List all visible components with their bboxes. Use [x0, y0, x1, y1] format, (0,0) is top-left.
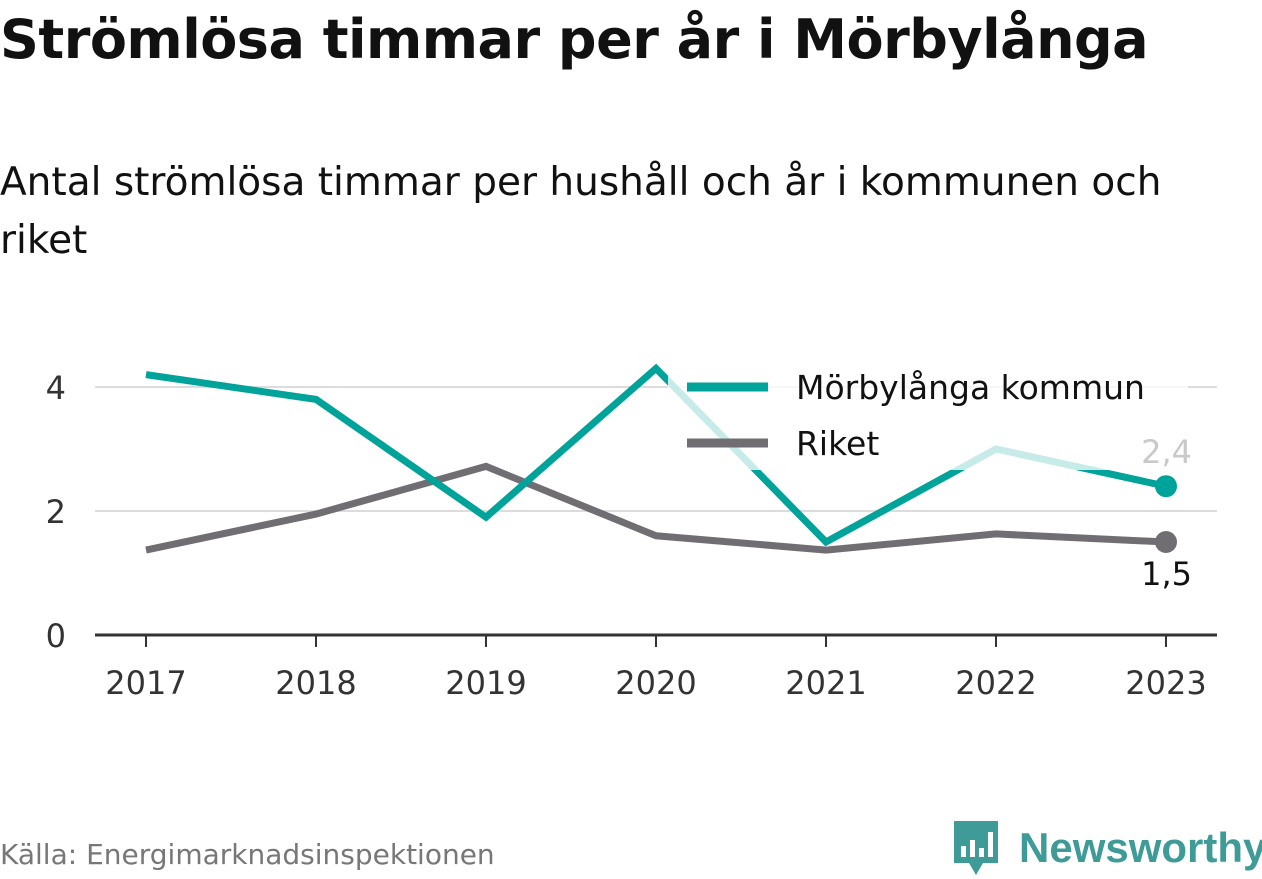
y-tick-label: 0: [46, 617, 66, 655]
x-tick-label: 2017: [105, 664, 186, 702]
series-line-riket: [145, 462, 1167, 554]
legend: Mörbylånga kommun Riket: [668, 360, 1188, 470]
end-label-morbylanga: 2,4: [1141, 433, 1192, 471]
y-axis-ticks: 0 2 4: [46, 369, 66, 655]
x-tick-label: 2018: [275, 664, 356, 702]
x-tick-label: 2019: [445, 664, 526, 702]
legend-label-morbylanga: Mörbylånga kommun: [796, 368, 1145, 407]
end-label-riket: 1,5: [1141, 555, 1192, 593]
brand-logo[interactable]: Newsworthy: [951, 818, 1262, 878]
chart-title: Strömlösa timmar per år i Mörbylånga: [0, 8, 1149, 71]
y-tick-label: 2: [46, 493, 66, 531]
y-tick-label: 4: [46, 369, 66, 407]
chart-subtitle: Antal strömlösa timmar per hushåll och å…: [0, 160, 1162, 263]
source-note: Källa: Energimarknadsinspektionen: [0, 838, 495, 871]
x-tick-label: 2021: [785, 664, 866, 702]
end-labels: 2,4 1,5: [1141, 433, 1192, 593]
x-tick-label: 2020: [615, 664, 696, 702]
legend-background: [668, 360, 1188, 470]
end-marker-morbylanga: [1155, 475, 1177, 498]
x-axis-ticks: 2017 2018 2019 2020 2021 2022 2023: [105, 635, 1207, 702]
end-marker-riket: [1155, 531, 1177, 553]
legend-label-riket: Riket: [796, 424, 879, 463]
x-tick-label: 2022: [955, 664, 1036, 702]
brand-name: Newsworthy: [1019, 824, 1262, 871]
x-tick-label: 2023: [1125, 664, 1206, 702]
newsworthy-logo-icon: [954, 821, 998, 875]
